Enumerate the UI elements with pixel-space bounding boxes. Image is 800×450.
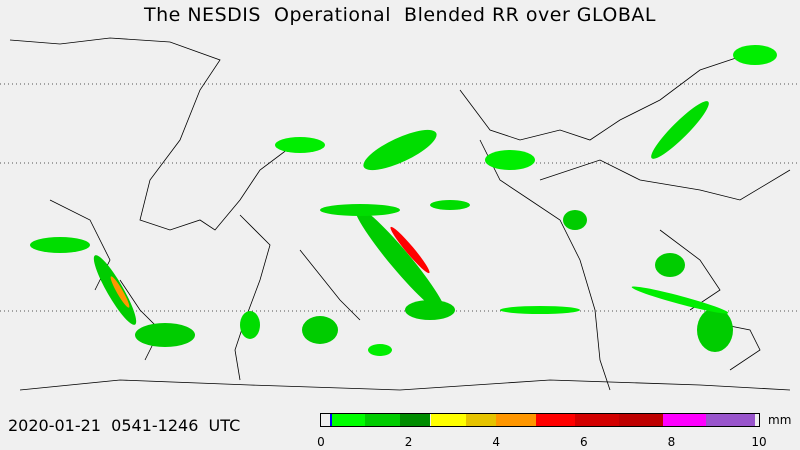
precipitation-areas	[30, 45, 777, 356]
colorbar-segment	[430, 414, 466, 426]
colorbar-segment	[331, 414, 365, 426]
rain-area	[563, 210, 587, 230]
colorbar-tick-label: 4	[492, 435, 501, 449]
rain-area	[30, 237, 90, 253]
colorbar-tick-label: 8	[667, 435, 676, 449]
rain-area	[390, 226, 430, 274]
global-map	[0, 37, 800, 391]
colorbar-segment	[662, 414, 707, 426]
colorbar-segment	[364, 414, 400, 426]
rain-area	[354, 205, 446, 315]
colorbar-segment	[399, 414, 431, 426]
rain-area	[135, 323, 195, 347]
colorbar	[320, 413, 760, 427]
rain-area	[302, 316, 338, 344]
rain-area	[430, 200, 470, 210]
rain-area	[500, 306, 580, 314]
rain-area	[405, 300, 455, 320]
colorbar-segment	[575, 414, 619, 426]
rain-area	[655, 253, 685, 277]
rain-area	[240, 311, 260, 339]
coastlines	[9, 37, 791, 391]
rain-area	[320, 204, 400, 216]
rain-area	[93, 255, 137, 325]
figure-title: The NESDIS Operational Blended RR over G…	[143, 4, 657, 26]
rain-area	[651, 101, 709, 159]
rain-area	[110, 276, 130, 308]
colorbar-segment	[618, 414, 663, 426]
latitude-gridlines	[0, 83, 800, 312]
colorbar-segment	[706, 414, 755, 426]
rain-area	[631, 286, 729, 314]
colorbar-segment	[329, 414, 332, 426]
rain-area	[368, 344, 392, 356]
colorbar-tick-label: 2	[404, 435, 413, 449]
rain-area	[275, 137, 325, 153]
colorbar-tick-label: 0	[317, 435, 325, 449]
observation-time-range: 2020-01-21 0541-1246 UTC	[8, 416, 241, 435]
colorbar-segment	[465, 414, 497, 426]
colorbar-unit: mm	[768, 413, 792, 427]
colorbar-segment	[535, 414, 576, 426]
colorbar-tick-label: 10	[751, 435, 767, 449]
rain-area	[697, 308, 733, 352]
colorbar-tick-label: 6	[579, 435, 588, 449]
rain-area	[485, 150, 535, 170]
colorbar-segment	[496, 414, 536, 426]
rain-area	[363, 129, 437, 171]
rain-area	[733, 45, 777, 65]
